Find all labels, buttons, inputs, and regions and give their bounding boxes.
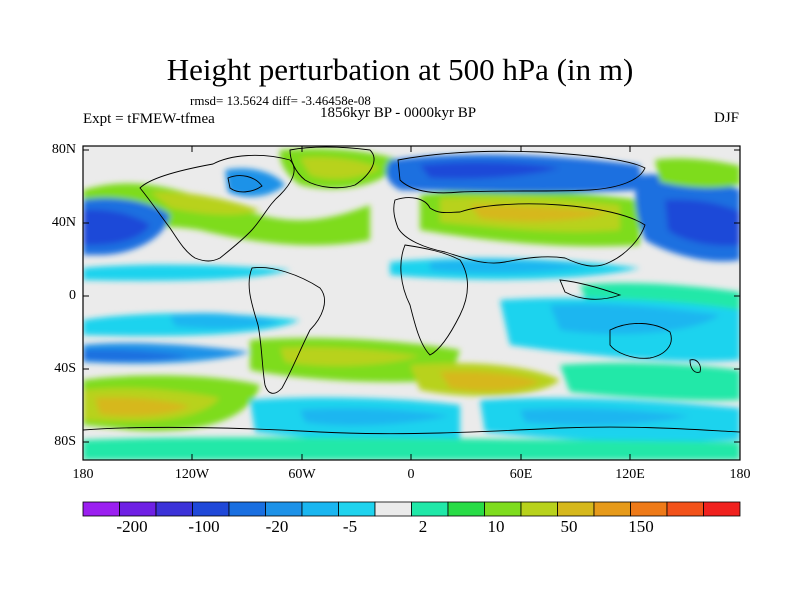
lon-ticks bbox=[191, 146, 631, 460]
lat-label: 40N bbox=[51, 215, 76, 230]
colorbar-box bbox=[557, 501, 595, 517]
colorbar-box bbox=[630, 501, 668, 517]
lon-label: 60W bbox=[288, 467, 316, 482]
lat-label: 80S bbox=[54, 434, 76, 449]
colorbar-box bbox=[119, 501, 157, 517]
period-text: 1856kyr BP - 0000kyr BP bbox=[320, 105, 477, 121]
colorbar-box bbox=[155, 501, 193, 517]
colorbar-label: -100 bbox=[188, 517, 220, 536]
season-label: DJF bbox=[713, 110, 739, 126]
plot-title: Height perturbation at 500 hPa (in m) bbox=[166, 52, 634, 87]
lat-label: 80N bbox=[51, 142, 76, 157]
colorbar-box bbox=[82, 501, 120, 517]
colorbar-box bbox=[484, 501, 522, 517]
colorbar-label: -5 bbox=[342, 517, 358, 536]
lon-label: 120W bbox=[174, 467, 210, 482]
colorbar-box bbox=[666, 501, 704, 517]
colorbar-label: -20 bbox=[265, 517, 289, 536]
stats-text: rmsd= 13.5624 diff= -3.46458e-08 bbox=[190, 93, 371, 108]
lat-label: 0 bbox=[69, 288, 76, 303]
colorbar-label: 2 bbox=[418, 517, 428, 536]
lat-label: 40S bbox=[54, 361, 76, 376]
colorbar-box bbox=[265, 501, 303, 517]
colorbar-label: 10 bbox=[487, 517, 505, 536]
colorbar-box bbox=[192, 501, 230, 517]
colorbar-label: 50 bbox=[560, 517, 578, 536]
colorbar-box bbox=[301, 501, 339, 517]
colorbar-box bbox=[411, 501, 449, 517]
lon-label: 180 bbox=[72, 467, 94, 482]
colorbar-box bbox=[228, 501, 266, 517]
colorbar-box bbox=[447, 501, 485, 517]
lat-ticks bbox=[83, 149, 740, 443]
experiment-label: Expt = tFMEW-tfmea bbox=[83, 111, 215, 127]
colorbar-box bbox=[338, 501, 376, 517]
lon-label: 120E bbox=[615, 467, 645, 482]
colorbar-label: -200 bbox=[116, 517, 148, 536]
colorbar-label: 150 bbox=[628, 517, 654, 536]
colorbar-box bbox=[593, 501, 631, 517]
colorbar-box bbox=[374, 501, 412, 517]
colorbar bbox=[82, 501, 741, 517]
colorbar-box bbox=[520, 501, 558, 517]
coastlines bbox=[83, 146, 740, 435]
contour-field bbox=[83, 146, 740, 460]
colorbar-box bbox=[703, 501, 741, 517]
lon-label: 180 bbox=[729, 467, 751, 482]
lon-label: 0 bbox=[407, 467, 415, 482]
lon-label: 60E bbox=[509, 467, 533, 482]
